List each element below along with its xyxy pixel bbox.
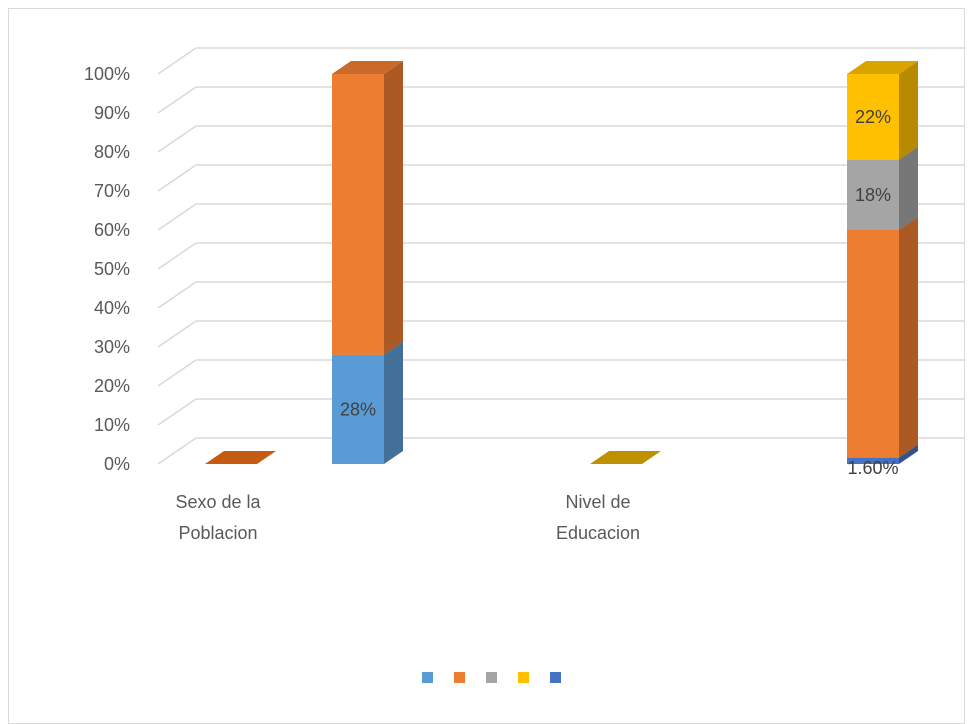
bar-segment-side bbox=[899, 444, 918, 464]
data-label: 1.60% bbox=[847, 458, 898, 478]
gridline-depth bbox=[157, 164, 197, 192]
bar-segment bbox=[332, 354, 384, 464]
legend-marker bbox=[486, 672, 497, 683]
data-label: 22% bbox=[855, 107, 891, 127]
y-tick-label: 70% bbox=[94, 181, 130, 201]
gridline-depth bbox=[157, 281, 197, 309]
y-tick-label: 100% bbox=[84, 64, 130, 84]
bar-segment bbox=[847, 159, 899, 230]
category-label: Poblacion bbox=[178, 523, 257, 543]
bar-segment-top bbox=[332, 61, 403, 74]
bar-segment bbox=[332, 74, 384, 355]
gridline-depth bbox=[157, 359, 197, 387]
data-label: 18% bbox=[855, 185, 891, 205]
gridline-depth bbox=[157, 47, 197, 75]
gridline-depth bbox=[157, 320, 197, 348]
y-tick-label: 20% bbox=[94, 376, 130, 396]
bar-segment-top bbox=[847, 61, 918, 74]
y-tick-label: 0% bbox=[104, 454, 130, 474]
bar-segment bbox=[847, 230, 899, 458]
category-label: Nivel de bbox=[565, 492, 630, 512]
gridline-depth bbox=[157, 242, 197, 270]
bar-segment-side bbox=[384, 61, 403, 355]
bar-segment-side bbox=[899, 217, 918, 458]
gridline-depth bbox=[157, 86, 197, 114]
chart-frame bbox=[8, 8, 965, 724]
legend-marker bbox=[454, 672, 465, 683]
bar-segment-side bbox=[384, 341, 403, 464]
bar-segment-side bbox=[899, 146, 918, 230]
y-tick-label: 30% bbox=[94, 337, 130, 357]
gridline-depth bbox=[157, 125, 197, 153]
category-label: Educacion bbox=[556, 523, 640, 543]
bar-segment bbox=[847, 457, 899, 464]
legend-marker bbox=[518, 672, 529, 683]
bar-segment-side bbox=[899, 61, 918, 160]
data-label: 28% bbox=[340, 399, 376, 419]
y-tick-label: 90% bbox=[94, 103, 130, 123]
legend-marker bbox=[422, 672, 433, 683]
legend-marker bbox=[550, 672, 561, 683]
y-tick-label: 40% bbox=[94, 298, 130, 318]
gridline-depth bbox=[157, 437, 197, 465]
y-tick-label: 80% bbox=[94, 142, 130, 162]
bar-empty-1 bbox=[590, 451, 661, 464]
category-label: Sexo de la bbox=[175, 492, 261, 512]
bar-empty-0 bbox=[205, 451, 276, 464]
gridline-depth bbox=[157, 398, 197, 426]
gridline-depth bbox=[157, 203, 197, 231]
bar-segment bbox=[847, 74, 899, 160]
y-tick-label: 60% bbox=[94, 220, 130, 240]
y-tick-label: 50% bbox=[94, 259, 130, 279]
y-tick-label: 10% bbox=[94, 415, 130, 435]
